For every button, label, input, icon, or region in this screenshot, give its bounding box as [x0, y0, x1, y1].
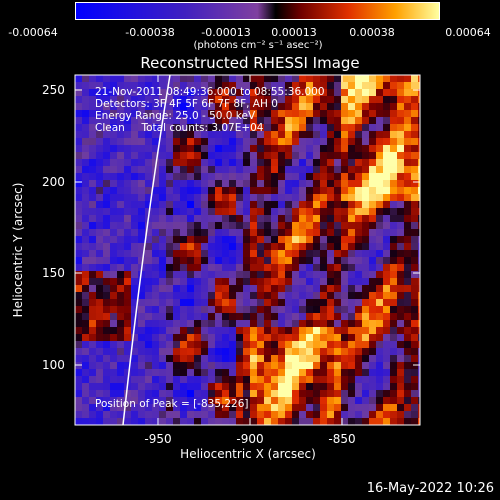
- info-counts: Clean Total counts: 3.07E+04: [95, 122, 264, 134]
- colorbar: [75, 2, 440, 20]
- colorbar-unit: (photons cm⁻² s⁻¹ asec⁻²): [193, 40, 323, 51]
- colorbar-tick: 0.00038: [349, 26, 395, 39]
- x-axis-label: Heliocentric X (arcsec): [180, 447, 316, 461]
- plot-title: Reconstructed RHESSI Image: [140, 54, 360, 72]
- info-detectors: Detectors: 3F 4F 5F 6F 7F 8F, AH 0: [95, 98, 278, 110]
- colorbar-tick: -0.00038: [125, 26, 175, 39]
- colorbar-tick: -0.00064: [8, 26, 58, 39]
- x-tick-label: -950: [144, 432, 172, 446]
- rhessi-image: [75, 75, 420, 425]
- y-axis-label: Heliocentric Y (arcsec): [11, 182, 25, 318]
- y-tick-label: 200: [42, 175, 65, 189]
- colorbar-tick: 0.00013: [271, 26, 317, 39]
- peak-position: Position of Peak = [-835,226]: [95, 398, 249, 410]
- colorbar-tick: -0.00013: [201, 26, 251, 39]
- y-tick-label: 250: [42, 83, 65, 97]
- info-time-range: 21-Nov-2011 08:49:36.000 to 08:55:36.000: [95, 86, 325, 98]
- x-tick-label: -850: [328, 432, 356, 446]
- timestamp: 16-May-2022 10:26: [366, 481, 494, 496]
- solar-limb-line: [122, 75, 171, 425]
- y-tick-label: 150: [42, 266, 65, 280]
- x-tick-label: -900: [236, 432, 264, 446]
- info-energy: Energy Range: 25.0 - 50.0 keV: [95, 110, 256, 122]
- y-tick-label: 100: [42, 358, 65, 372]
- colorbar-tick: 0.00064: [445, 26, 491, 39]
- image-canvas: [75, 75, 420, 425]
